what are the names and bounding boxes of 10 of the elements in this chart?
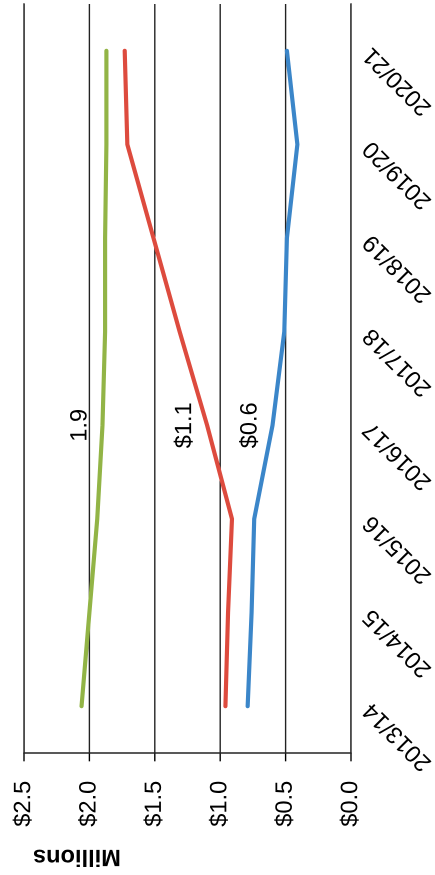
data-label: $1.1: [174, 403, 193, 448]
x-tick-label: $0.5: [274, 782, 294, 826]
x-tick-label: $2.0: [78, 782, 98, 826]
x-tick-label: $1.5: [143, 782, 163, 826]
x-axis-title: Millions: [34, 850, 120, 867]
data-label: 1.9: [70, 410, 87, 440]
x-tick-label: $0.0: [340, 782, 359, 826]
x-tick-label: $2.5: [12, 782, 32, 826]
data-label: $0.6: [239, 403, 258, 448]
x-tick-label: $1.0: [208, 782, 228, 826]
